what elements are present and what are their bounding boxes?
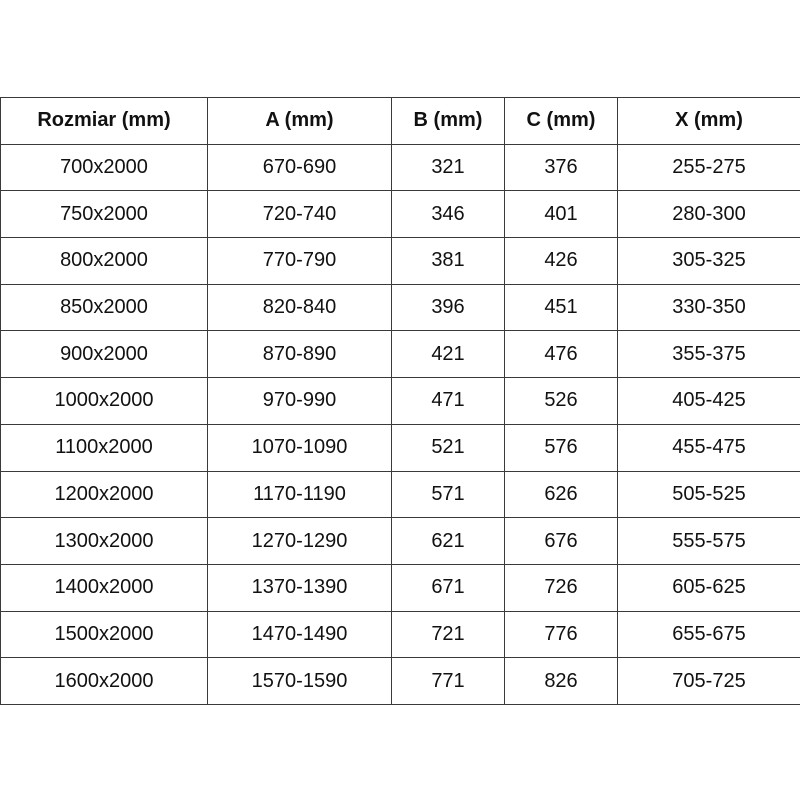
cell-a: 1570-1590 <box>207 657 392 705</box>
cell-x: 555-575 <box>617 517 800 565</box>
cell-b: 346 <box>391 190 505 239</box>
cell-b: 471 <box>391 377 505 425</box>
cell-c: 451 <box>504 283 618 332</box>
cell-a: 1470-1490 <box>207 610 392 659</box>
cell-a: 1170-1190 <box>207 470 392 519</box>
cell-size: 750x2000 <box>0 190 208 239</box>
cell-c: 426 <box>504 237 618 285</box>
cell-a: 1070-1090 <box>207 423 392 472</box>
cell-b: 396 <box>391 283 505 332</box>
cell-x: 255-275 <box>617 143 800 192</box>
cell-c: 726 <box>504 563 618 612</box>
cell-x: 330-350 <box>617 283 800 332</box>
cell-c: 376 <box>504 143 618 192</box>
header-b: B (mm) <box>391 97 505 145</box>
cell-a: 670-690 <box>207 143 392 192</box>
cell-size: 1200x2000 <box>0 470 208 519</box>
cell-a: 1270-1290 <box>207 517 392 565</box>
cell-b: 621 <box>391 517 505 565</box>
table-row: 1000x2000 970-990 471 526 405-425 <box>0 377 800 425</box>
cell-c: 476 <box>504 330 618 379</box>
dimensions-table: Rozmiar (mm) A (mm) B (mm) C (mm) X (mm)… <box>0 97 800 705</box>
cell-a: 970-990 <box>207 377 392 425</box>
table-row: 700x2000 670-690 321 376 255-275 <box>0 143 800 192</box>
cell-c: 676 <box>504 517 618 565</box>
cell-a: 720-740 <box>207 190 392 239</box>
cell-a: 1370-1390 <box>207 563 392 612</box>
cell-size: 1000x2000 <box>0 377 208 425</box>
table-row: 900x2000 870-890 421 476 355-375 <box>0 330 800 379</box>
table-row: 850x2000 820-840 396 451 330-350 <box>0 283 800 332</box>
cell-b: 321 <box>391 143 505 192</box>
cell-x: 505-525 <box>617 470 800 519</box>
header-size: Rozmiar (mm) <box>0 97 208 145</box>
cell-x: 605-625 <box>617 563 800 612</box>
table-row: 800x2000 770-790 381 426 305-325 <box>0 237 800 285</box>
cell-size: 1100x2000 <box>0 423 208 472</box>
cell-x: 455-475 <box>617 423 800 472</box>
cell-x: 655-675 <box>617 610 800 659</box>
cell-c: 776 <box>504 610 618 659</box>
cell-x: 355-375 <box>617 330 800 379</box>
table-row: 1200x2000 1170-1190 571 626 505-525 <box>0 470 800 519</box>
table-row: 1100x2000 1070-1090 521 576 455-475 <box>0 423 800 472</box>
cell-size: 850x2000 <box>0 283 208 332</box>
cell-b: 671 <box>391 563 505 612</box>
cell-size: 1500x2000 <box>0 610 208 659</box>
cell-c: 576 <box>504 423 618 472</box>
cell-x: 305-325 <box>617 237 800 285</box>
cell-size: 1400x2000 <box>0 563 208 612</box>
header-a: A (mm) <box>207 97 392 145</box>
cell-size: 1600x2000 <box>0 657 208 705</box>
cell-size: 900x2000 <box>0 330 208 379</box>
header-row: Rozmiar (mm) A (mm) B (mm) C (mm) X (mm) <box>0 97 800 145</box>
cell-b: 571 <box>391 470 505 519</box>
cell-size: 700x2000 <box>0 143 208 192</box>
cell-b: 521 <box>391 423 505 472</box>
cell-size: 800x2000 <box>0 237 208 285</box>
cell-x: 705-725 <box>617 657 800 705</box>
cell-c: 526 <box>504 377 618 425</box>
cell-b: 381 <box>391 237 505 285</box>
cell-a: 870-890 <box>207 330 392 379</box>
cell-c: 826 <box>504 657 618 705</box>
cell-b: 721 <box>391 610 505 659</box>
cell-size: 1300x2000 <box>0 517 208 565</box>
cell-a: 820-840 <box>207 283 392 332</box>
header-x: X (mm) <box>617 97 800 145</box>
table-row: 1300x2000 1270-1290 621 676 555-575 <box>0 517 800 565</box>
cell-b: 771 <box>391 657 505 705</box>
cell-x: 280-300 <box>617 190 800 239</box>
cell-b: 421 <box>391 330 505 379</box>
table-row: 1600x2000 1570-1590 771 826 705-725 <box>0 657 800 705</box>
cell-c: 401 <box>504 190 618 239</box>
table-row: 1500x2000 1470-1490 721 776 655-675 <box>0 610 800 659</box>
header-c: C (mm) <box>504 97 618 145</box>
cell-c: 626 <box>504 470 618 519</box>
cell-x: 405-425 <box>617 377 800 425</box>
table-row: 1400x2000 1370-1390 671 726 605-625 <box>0 563 800 612</box>
table-row: 750x2000 720-740 346 401 280-300 <box>0 190 800 239</box>
cell-a: 770-790 <box>207 237 392 285</box>
